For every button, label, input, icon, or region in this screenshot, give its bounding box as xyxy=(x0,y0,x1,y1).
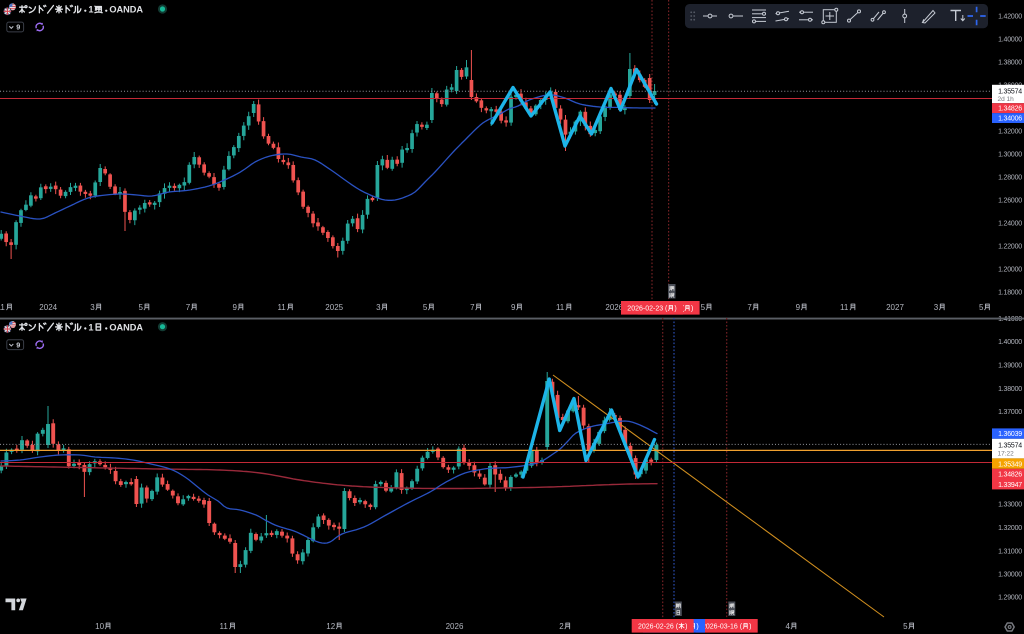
svg-text:9: 9 xyxy=(232,303,237,312)
svg-text:7: 7 xyxy=(186,303,191,312)
svg-text:1.37000: 1.37000 xyxy=(998,409,1022,416)
svg-text:1.18000: 1.18000 xyxy=(998,290,1022,297)
svg-text:1.35574: 1.35574 xyxy=(998,443,1022,450)
svg-text:5: 5 xyxy=(701,303,706,312)
svg-text:2026: 2026 xyxy=(605,303,623,312)
svg-text:1.24000: 1.24000 xyxy=(998,221,1022,228)
svg-text:17:22: 17:22 xyxy=(998,451,1015,458)
svg-text:7: 7 xyxy=(747,303,752,312)
svg-text:1: 1 xyxy=(88,5,93,15)
svg-text:5: 5 xyxy=(138,303,143,312)
svg-text:1.33947: 1.33947 xyxy=(998,482,1022,489)
svg-text:12: 12 xyxy=(326,622,335,631)
svg-text:10: 10 xyxy=(95,622,104,631)
svg-text:): ) xyxy=(674,306,676,313)
svg-text:9: 9 xyxy=(796,303,801,312)
svg-text:1.34006: 1.34006 xyxy=(998,116,1022,123)
svg-text:5: 5 xyxy=(979,303,984,312)
svg-text:OANDA: OANDA xyxy=(109,5,143,15)
svg-text:2027: 2027 xyxy=(886,303,904,312)
svg-text:1.20000: 1.20000 xyxy=(998,267,1022,274)
svg-text:): ) xyxy=(696,624,698,631)
svg-text:5: 5 xyxy=(423,303,428,312)
svg-text:1.35349: 1.35349 xyxy=(998,461,1022,468)
svg-text:2026: 2026 xyxy=(446,622,464,631)
svg-text:OANDA: OANDA xyxy=(109,322,143,332)
svg-text:1.38000: 1.38000 xyxy=(998,60,1022,67)
svg-text:1.31000: 1.31000 xyxy=(998,548,1022,555)
svg-text:2026-03-16 (: 2026-03-16 ( xyxy=(702,624,743,631)
svg-text:2: 2 xyxy=(559,622,564,631)
svg-text:9: 9 xyxy=(16,340,20,349)
svg-text:11: 11 xyxy=(220,622,229,631)
svg-text:4: 4 xyxy=(785,622,790,631)
svg-text:9: 9 xyxy=(511,303,516,312)
svg-text:5: 5 xyxy=(903,622,908,631)
svg-text:1.22000: 1.22000 xyxy=(998,244,1022,251)
svg-text:1.30000: 1.30000 xyxy=(998,152,1022,159)
svg-text:2026-02-26 (: 2026-02-26 ( xyxy=(638,624,679,631)
svg-text:): ) xyxy=(691,306,693,313)
svg-text:11: 11 xyxy=(840,303,849,312)
svg-text:1: 1 xyxy=(88,322,93,332)
svg-text:1.33000: 1.33000 xyxy=(998,502,1022,509)
svg-text:1.40000: 1.40000 xyxy=(998,339,1022,346)
svg-text:11: 11 xyxy=(0,303,5,312)
svg-text:3: 3 xyxy=(934,303,939,312)
svg-text:1.35574: 1.35574 xyxy=(998,89,1022,96)
svg-text:1.29000: 1.29000 xyxy=(998,595,1022,602)
svg-text:2d 1h: 2d 1h xyxy=(998,96,1015,103)
svg-text:1.28000: 1.28000 xyxy=(998,175,1022,182)
svg-text:1.39000: 1.39000 xyxy=(998,363,1022,370)
svg-text:1.32000: 1.32000 xyxy=(998,525,1022,532)
svg-text:): ) xyxy=(749,624,751,631)
svg-text:1.42000: 1.42000 xyxy=(998,14,1022,21)
svg-text:1.34826: 1.34826 xyxy=(998,472,1022,479)
svg-text:11: 11 xyxy=(556,303,565,312)
svg-text:1.26000: 1.26000 xyxy=(998,198,1022,205)
svg-text:): ) xyxy=(685,624,687,631)
svg-text:2026-02-23 (: 2026-02-23 ( xyxy=(627,306,668,313)
svg-text:2025: 2025 xyxy=(325,303,343,312)
svg-text:2024: 2024 xyxy=(39,303,57,312)
svg-text:11: 11 xyxy=(277,303,286,312)
svg-text:1.32000: 1.32000 xyxy=(998,129,1022,136)
svg-text:1.34826: 1.34826 xyxy=(998,106,1022,113)
svg-text:3: 3 xyxy=(90,303,95,312)
svg-text:1.38000: 1.38000 xyxy=(998,386,1022,393)
svg-text:3: 3 xyxy=(376,303,381,312)
svg-text:9: 9 xyxy=(16,23,20,32)
svg-text:1.30000: 1.30000 xyxy=(998,572,1022,579)
svg-text:1.36039: 1.36039 xyxy=(998,431,1022,438)
svg-text:7: 7 xyxy=(470,303,475,312)
svg-text:1.40000: 1.40000 xyxy=(998,37,1022,44)
